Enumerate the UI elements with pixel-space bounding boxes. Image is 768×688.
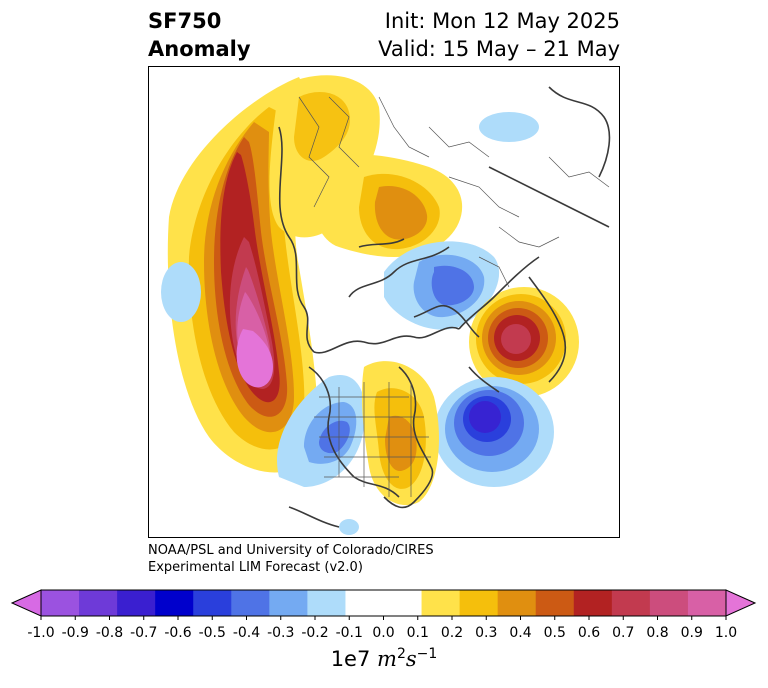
- colorbar-extend-left: [10, 589, 42, 617]
- colorbar-tick-label: 0.5: [544, 625, 566, 641]
- colorbar-tick-label: 1.0: [715, 625, 737, 641]
- colorbar-tick-label: 0.3: [475, 625, 497, 641]
- colorbar-tick-label: 0.1: [407, 625, 429, 641]
- colorbar-tick-label: -0.7: [130, 625, 157, 641]
- colorbar-extend-right: [725, 589, 757, 617]
- colorbar-bin: [117, 590, 156, 616]
- colorbar-tick-label: 0.4: [509, 625, 531, 641]
- colorbar-tick-label: -0.9: [62, 625, 89, 641]
- units-label: 1e7 m2s−1: [0, 646, 768, 671]
- colorbar-bin: [573, 590, 613, 616]
- title-left: SF750 Anomaly: [148, 8, 251, 64]
- title-right: Init: Mon 12 May 2025 Valid: 15 May – 21…: [378, 8, 620, 64]
- colorbar-tick-label: -0.8: [96, 625, 123, 641]
- colorbar-tick-label: -0.1: [336, 625, 363, 641]
- colorbar-bin: [155, 590, 194, 616]
- colorbar-tick-label: -0.3: [267, 625, 294, 641]
- colorbar-tick-label: 0.6: [578, 625, 600, 641]
- colorbar-bin: [535, 590, 575, 616]
- colorbar-bin: [41, 590, 80, 616]
- colorbar-bin: [79, 590, 118, 616]
- east-na-positive-anomaly: [361, 361, 439, 506]
- colorbar-bin: [497, 590, 537, 616]
- atlantic-negative-anomaly: [434, 377, 554, 487]
- colorbar-tick-label: 0.2: [441, 625, 463, 641]
- colorbar-bin: [611, 590, 651, 616]
- colorbar-bin: [421, 590, 461, 616]
- units-m: m: [377, 647, 397, 671]
- colorbar-tick-label: -1.0: [27, 625, 54, 641]
- polar-map: [148, 66, 620, 538]
- valid-range: Valid: 15 May – 21 May: [378, 37, 620, 61]
- units-s: s: [405, 647, 417, 671]
- arctic-positive-anomaly: [313, 154, 463, 257]
- borders: [298, 96, 610, 497]
- atlantic-positive-anomaly: [469, 287, 579, 397]
- colorbar-tick-label: 0.0: [372, 625, 394, 641]
- colorbar-tick-label: -0.4: [233, 625, 260, 641]
- init-date: Init: Mon 12 May 2025: [384, 9, 620, 33]
- colorbar-tick-label: 0.7: [612, 625, 634, 641]
- siberia-negative-anomaly: [479, 112, 539, 142]
- colorbar-tick-label: 0.9: [681, 625, 703, 641]
- colorbar-bin: [269, 590, 308, 616]
- colorbar-bin: [649, 590, 689, 616]
- colorbar-bin: [307, 590, 346, 616]
- colorbar-tick-label: 0.8: [646, 625, 668, 641]
- credit-text: NOAA/PSL and University of Colorado/CIRE…: [148, 542, 434, 576]
- colorbar-ticks: -1.0 -0.9 -0.8 -0.7 -0.6 -0.5 -0.4 -0.3 -0.2 -0.1…: [27, 616, 737, 641]
- colorbar-tick-label: -0.2: [301, 625, 328, 641]
- variable-title: SF750: [148, 9, 222, 33]
- units-s-exp: −1: [416, 646, 438, 662]
- colorbar-bin: [231, 590, 270, 616]
- colorbar-bin: [459, 590, 499, 616]
- credit-line-2: Experimental LIM Forecast (v2.0): [148, 560, 363, 575]
- small-negative-anomaly: [339, 519, 359, 535]
- colorbar: -1.0 -0.9 -0.8 -0.7 -0.6 -0.5 -0.4 -0.3 -0.2 -0.1…: [10, 589, 757, 641]
- units-m-exp: 2: [396, 646, 406, 662]
- colorbar-bin: [345, 590, 384, 616]
- units-base: 1e7: [330, 647, 371, 671]
- pacific-negative-anomaly: [161, 262, 201, 322]
- coastlines: [278, 86, 611, 528]
- anomaly-map-svg: [161, 75, 611, 535]
- colorbar-tick-label: -0.5: [199, 625, 226, 641]
- colorbar-tick-label: -0.6: [164, 625, 191, 641]
- colorbar-bins: [41, 590, 727, 616]
- credit-line-1: NOAA/PSL and University of Colorado/CIRE…: [148, 543, 434, 558]
- colorbar-bin: [687, 590, 727, 616]
- asia-negative-anomaly: [384, 241, 500, 330]
- colorbar-bin: [383, 590, 423, 616]
- field-type-title: Anomaly: [148, 37, 251, 61]
- colorbar-bin: [193, 590, 232, 616]
